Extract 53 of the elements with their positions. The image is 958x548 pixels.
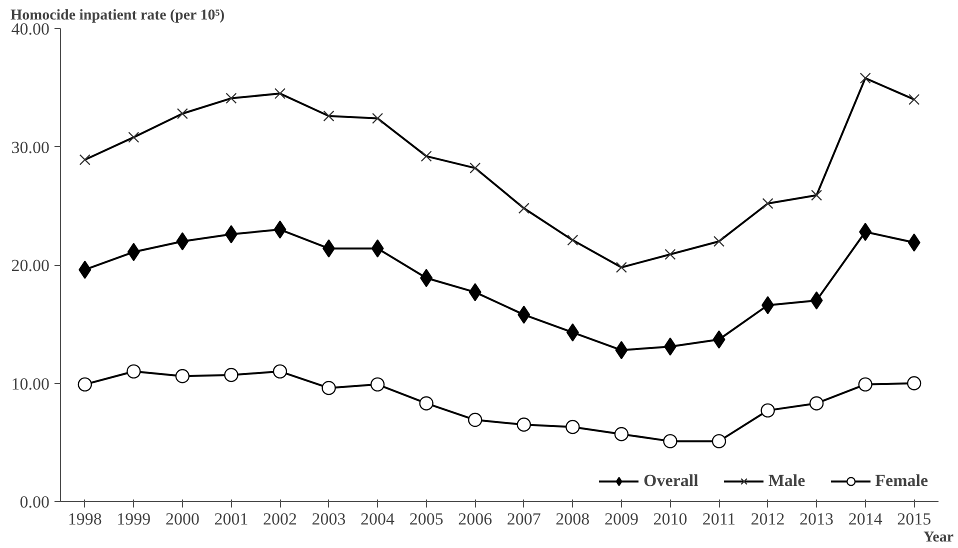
point	[663, 434, 678, 448]
point	[859, 222, 872, 241]
x-tick-label: 2003	[312, 510, 346, 528]
point	[224, 368, 238, 382]
point	[322, 380, 336, 396]
point	[175, 369, 190, 384]
x-tick-label: 2008	[556, 510, 590, 528]
x-tick-label: 2013	[800, 510, 834, 528]
point	[516, 418, 531, 432]
legend-label: Male	[768, 471, 806, 491]
point	[712, 434, 726, 448]
x-tick-label: 2002	[263, 510, 297, 528]
point	[126, 364, 141, 379]
point	[78, 260, 92, 279]
y-tick-label: 30.00	[11, 138, 50, 157]
x-tick-label: 2009	[604, 510, 638, 528]
point	[370, 377, 385, 392]
point	[615, 341, 628, 360]
point	[614, 427, 629, 442]
x-tick-label: 2005	[409, 510, 444, 528]
x-tick-label: 2012	[750, 510, 785, 528]
point	[272, 364, 288, 379]
point	[566, 323, 579, 342]
x-tick-label: 1998	[68, 510, 102, 528]
point	[176, 232, 189, 250]
point	[78, 377, 92, 392]
point	[760, 403, 775, 418]
point	[518, 306, 530, 324]
x-tick-label: 2006	[458, 510, 492, 528]
y-tick-label: 20.00	[11, 256, 50, 275]
x-tick-label: 2001	[214, 510, 248, 528]
x-axis-title: Year	[924, 530, 954, 546]
y-tick-label: 0.00	[20, 492, 50, 512]
y-tick-label: 10.00	[11, 374, 50, 394]
x-tick-label: 2015	[897, 510, 932, 528]
x-tick-label: 2011	[702, 510, 736, 528]
point	[566, 420, 580, 434]
point	[468, 412, 482, 427]
point	[419, 396, 434, 410]
x-tick-label: 2014	[848, 510, 883, 528]
point	[858, 377, 872, 392]
x-tick-label: 2004	[360, 510, 396, 528]
legend-label: Female	[875, 471, 928, 491]
x-tick-label: 1999	[116, 510, 151, 528]
x-tick-label: 2010	[653, 510, 688, 528]
point	[224, 225, 238, 244]
legend-label: Overall	[644, 471, 698, 491]
point	[762, 296, 774, 314]
point	[907, 376, 922, 390]
x-tick-label: 2007	[506, 510, 542, 528]
point	[809, 396, 824, 410]
x-tick-label: 2000	[165, 510, 200, 528]
point	[468, 283, 482, 302]
